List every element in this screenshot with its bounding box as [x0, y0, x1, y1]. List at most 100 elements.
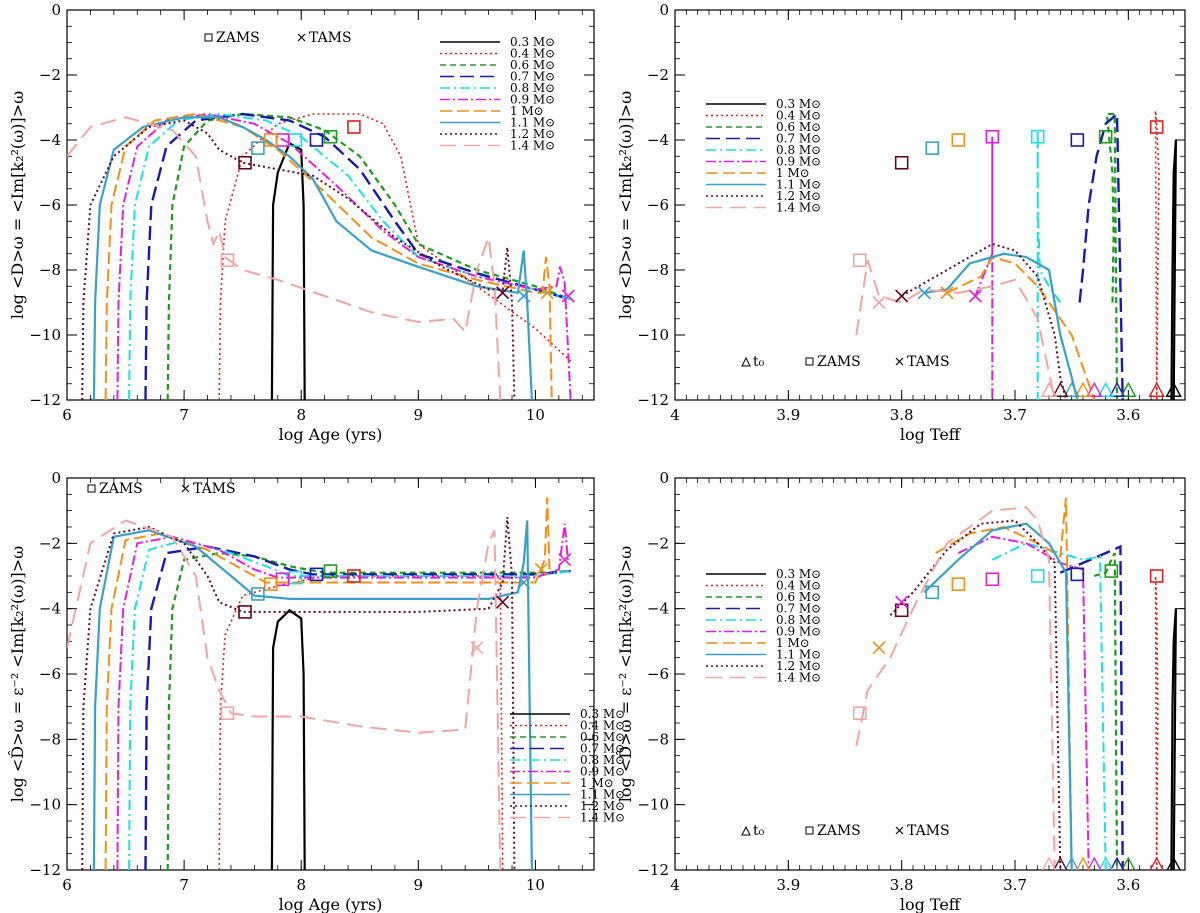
- y-tick-label: −6: [647, 665, 669, 683]
- x-tick-label: 7: [179, 876, 189, 894]
- series-group: [852, 497, 1181, 870]
- t0-marker: [1040, 381, 1058, 397]
- tams-marker: [895, 289, 909, 303]
- x-axis-label: log Teff: [900, 895, 962, 913]
- legend-label: 0.6 M⊙: [510, 58, 555, 72]
- zams-marker: [1104, 564, 1119, 578]
- legend-label: 1.1 M⊙: [776, 178, 821, 192]
- legend-label: 0.6 M⊙: [776, 590, 821, 604]
- tams-key-icon: [895, 826, 904, 835]
- y-tick-label: −12: [637, 391, 669, 409]
- legend-label: 0.6 M⊙: [776, 120, 821, 134]
- series-line-1.1: [923, 522, 1073, 870]
- zams-marker: [1149, 120, 1164, 134]
- zams-key-label: ZAMS: [817, 823, 861, 839]
- series-line-1.4: [855, 259, 1056, 400]
- tams-marker: [534, 562, 548, 577]
- tams-marker: [496, 286, 510, 300]
- series-group: [67, 112, 575, 400]
- series-line-0.9: [116, 112, 572, 400]
- zams-marker: [985, 129, 1000, 144]
- y-tick-label: −12: [29, 391, 61, 409]
- series-line-1: [935, 497, 1073, 870]
- tams-marker: [517, 575, 531, 590]
- y-tick-label: −4: [39, 131, 61, 149]
- legend-label: 1.4 M⊙: [510, 139, 555, 153]
- legend: 0.3 M⊙0.4 M⊙0.6 M⊙0.7 M⊙0.8 M⊙0.9 M⊙1 M⊙…: [440, 35, 555, 153]
- t0-key-label: t₀: [753, 823, 765, 839]
- t0-marker: [1063, 381, 1080, 397]
- zams-marker: [323, 564, 338, 578]
- tams-key-icon: [181, 484, 190, 493]
- y-axis-label: log <D̂>ω = ε⁻² <Im[k₂²(ω)]>ω: [8, 546, 27, 802]
- x-tick-label: 9: [414, 876, 424, 894]
- legend-label: 1.2 M⊙: [510, 127, 555, 141]
- t0-marker: [1149, 856, 1164, 870]
- tams-marker: [968, 289, 982, 303]
- series-line-1.2: [889, 519, 1062, 870]
- series-line-0.7: [1078, 111, 1124, 400]
- series-line-0.6: [166, 551, 571, 870]
- t0-marker: [1121, 856, 1136, 870]
- zams-marker: [323, 129, 338, 144]
- plot-frame: [674, 477, 1186, 871]
- y-tick-label: −6: [39, 665, 61, 683]
- series-line-1: [946, 255, 1096, 400]
- t0-marker: [1166, 856, 1181, 870]
- t0-marker: [1075, 856, 1091, 870]
- panel-1: 6 7 8 9 10 0 −2 −4 −6 −8 −10 −12 log Age (yrs) log <D…: [8, 1, 595, 444]
- t0-marker: [1148, 381, 1165, 397]
- y-axis-label: log <D̂>ω = ε⁻² <Im[k₂²(ω)]>ω: [616, 546, 635, 802]
- zams-marker: [894, 603, 909, 618]
- x-tick-label: 6: [62, 406, 72, 424]
- zams-marker: [220, 253, 235, 268]
- x-axis-label: log Age (yrs): [279, 895, 383, 913]
- legend-label: 1.2 M⊙: [776, 189, 821, 203]
- zams-marker: [852, 706, 867, 721]
- series-line-1: [104, 497, 551, 870]
- y-tick-label: −2: [39, 534, 61, 552]
- t0-key-icon: [741, 356, 751, 367]
- y-tick-label: 0: [51, 469, 61, 487]
- legend-label: 0.9 M⊙: [580, 765, 625, 779]
- x-tick-label: 3.9: [776, 876, 800, 894]
- y-tick-label: 0: [659, 1, 669, 19]
- x-tick-label: 8: [296, 876, 306, 894]
- zams-marker: [925, 141, 940, 155]
- t0-key-icon: [741, 825, 751, 836]
- series-line-1.4: [67, 116, 502, 400]
- t0-marker: [1098, 856, 1113, 870]
- tams-key-label: TAMS: [309, 30, 352, 46]
- legend: 0.3 M⊙0.4 M⊙0.6 M⊙0.7 M⊙0.8 M⊙0.9 M⊙1 M⊙…: [706, 97, 821, 215]
- tams-marker: [917, 286, 931, 300]
- zams-marker: [951, 133, 966, 147]
- tams-key-label: TAMS: [193, 481, 236, 497]
- tams-key-icon: [297, 33, 306, 42]
- zams-marker: [309, 133, 324, 147]
- series-line-0.3: [270, 608, 306, 870]
- x-tick-label: 3.7: [1003, 876, 1027, 894]
- zams-marker: [951, 577, 966, 591]
- t0-marker: [1087, 856, 1102, 870]
- y-axis-label: log <D>ω = <Im[k₂²(ω)]>ω: [616, 91, 635, 319]
- tams-marker: [895, 595, 909, 609]
- legend-label: 0.9 M⊙: [776, 625, 821, 639]
- t0-marker: [1097, 381, 1114, 397]
- legend-label: 0.6 M⊙: [580, 730, 625, 744]
- series-line-1.4: [855, 506, 1056, 870]
- x-tick-label: 9: [414, 406, 424, 424]
- series-line-0.3: [270, 141, 306, 400]
- x-tick-label: 8: [296, 406, 306, 424]
- y-tick-label: −2: [647, 66, 669, 84]
- x-axis-label: log Teff: [900, 425, 962, 444]
- zams-marker: [263, 577, 278, 591]
- plot-frame: [674, 9, 1186, 401]
- tams-marker: [517, 289, 531, 303]
- zams-marker: [288, 133, 303, 147]
- series-line-0.9: [974, 136, 994, 400]
- legend-label: 0.3 M⊙: [510, 35, 555, 49]
- t0-marker: [1165, 381, 1182, 397]
- zams-key-icon: [805, 826, 814, 835]
- y-tick-label: −10: [29, 796, 61, 814]
- t0-key-label: t₀: [753, 354, 765, 370]
